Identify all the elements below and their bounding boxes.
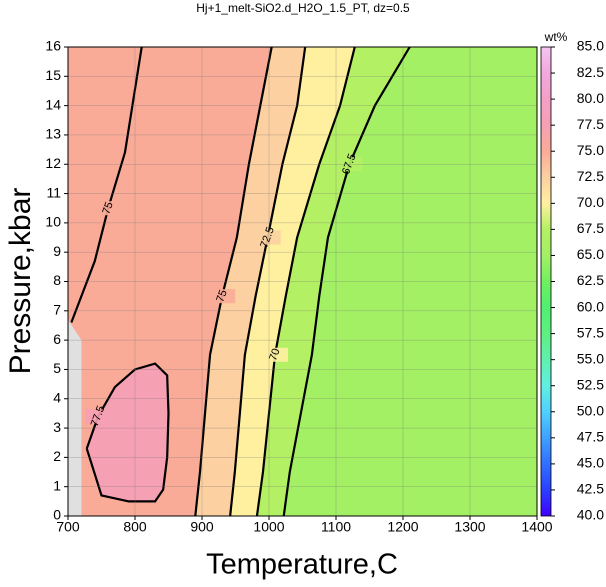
y-tick-label: 14 — [45, 96, 61, 112]
y-tick-label: 12 — [45, 155, 61, 171]
y-axis-label: Pressure,kbar — [4, 188, 37, 375]
y-tick-label: 1 — [53, 477, 61, 493]
x-axis-label: Temperature,C — [206, 549, 398, 581]
colorbar-tick-label: 42.5 — [577, 481, 604, 497]
colorbar-tick-label: 77.5 — [577, 116, 604, 132]
y-tick-label: 10 — [45, 214, 61, 230]
y-tick-label: 6 — [53, 331, 61, 347]
colorbar-tick-label: 57.5 — [577, 324, 604, 340]
y-tick-label: 5 — [53, 360, 61, 376]
colorbar-tick-label: 82.5 — [577, 64, 604, 80]
x-tick-label: 1000 — [253, 519, 284, 535]
contour-label: 75 — [100, 200, 115, 216]
y-tick-label: 11 — [46, 184, 61, 200]
contour-label-bg — [254, 230, 281, 245]
colorbar-tick-label: 60.0 — [577, 298, 604, 314]
x-tick-label: 900 — [190, 519, 214, 535]
colorbar-tick-label: 70.0 — [577, 194, 604, 210]
colorbar — [540, 46, 552, 517]
contour-region — [86, 363, 169, 502]
x-tick-label: 800 — [123, 519, 147, 535]
y-tick-label: 4 — [53, 389, 61, 405]
contour-label: 70 — [267, 347, 282, 363]
contour-label: 75 — [214, 288, 229, 304]
y-tick-label: 3 — [53, 419, 61, 435]
x-tick-label: 1100 — [321, 519, 351, 535]
y-tick-label: 15 — [45, 67, 61, 83]
x-tick-label: 1300 — [454, 519, 485, 535]
y-tick-label: 16 — [45, 38, 61, 54]
x-tick-label: 700 — [56, 519, 80, 535]
colorbar-tick-label: 62.5 — [577, 272, 604, 288]
contour-label-bg — [262, 347, 289, 362]
y-tick-label: 0 — [53, 507, 61, 523]
colorbar-tick-label: 72.5 — [577, 168, 604, 184]
x-tick-label: 1200 — [387, 519, 418, 535]
contour-line — [229, 47, 307, 516]
colorbar-tick-label: 75.0 — [577, 142, 604, 158]
contour-line — [255, 47, 356, 516]
colorbar-tick-label: 52.5 — [577, 376, 604, 392]
colorbar-tick-label: 55.0 — [577, 350, 604, 366]
y-tick-label: 8 — [53, 272, 61, 288]
colorbar-tick-label: 67.5 — [577, 220, 604, 236]
colorbar-tick-label: 40.0 — [577, 507, 604, 523]
y-tick-label: 7 — [53, 302, 61, 318]
contour-label-bg — [209, 289, 236, 304]
y-tick-label: 13 — [45, 126, 61, 142]
colorbar-tick-label: 85.0 — [577, 38, 604, 54]
x-tick-label: 1400 — [521, 519, 552, 535]
colorbar-tick-label: 47.5 — [577, 429, 604, 445]
colorbar-tick-label: 50.0 — [577, 402, 604, 418]
no-data-region — [68, 319, 82, 516]
colorbar-tick-label: 45.0 — [577, 455, 604, 471]
contour-line — [85, 362, 170, 503]
contour-label-bg — [85, 409, 112, 424]
y-tick-label: 9 — [53, 243, 61, 259]
plot-frame — [67, 46, 538, 517]
y-tick-label: 2 — [53, 448, 61, 464]
colorbar-label: wt% — [544, 30, 568, 44]
contour-line — [282, 47, 411, 516]
contour-label-bg — [95, 201, 122, 216]
colorbar-tick-label: 65.0 — [577, 246, 604, 262]
contour-line — [194, 47, 273, 516]
chart-title: Hj+1_melt-SiO2.d_H2O_1.5_PT, dz=0.5 — [196, 1, 410, 15]
colorbar-tick-label: 80.0 — [577, 90, 604, 106]
